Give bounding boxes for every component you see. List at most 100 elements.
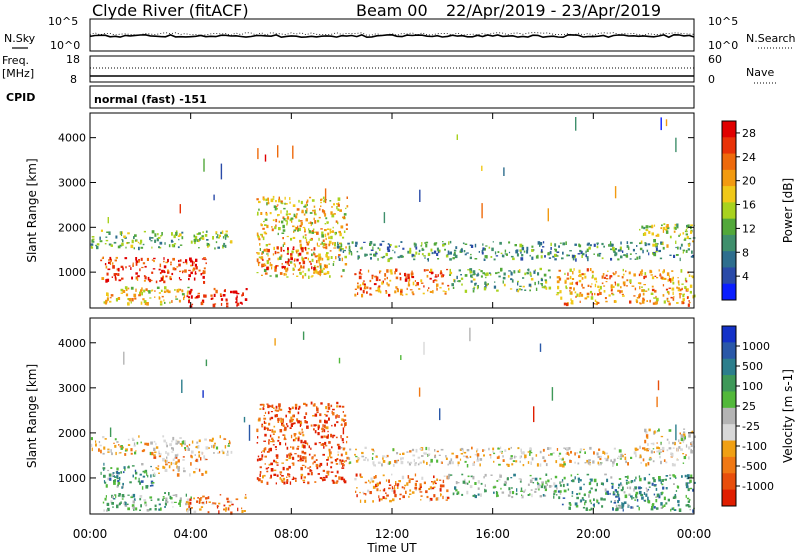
echo-cell	[280, 254, 283, 258]
echo-cell	[572, 257, 575, 261]
echo-region	[261, 246, 318, 271]
echo-cell	[217, 236, 220, 239]
echo-cell	[322, 453, 325, 456]
echo-cell	[141, 287, 143, 291]
echo-cell	[303, 265, 305, 269]
echo-cell	[579, 451, 582, 454]
echo-cell	[322, 242, 326, 246]
echo-cell	[172, 494, 175, 496]
echo-cell	[200, 273, 203, 276]
echo-cell	[598, 252, 602, 255]
echo-cell	[336, 480, 339, 483]
echo-cell	[171, 232, 173, 236]
colorbar-swatch	[722, 267, 736, 285]
echo-cell	[146, 257, 149, 261]
echo-cell	[372, 453, 374, 455]
echo-cell	[127, 507, 130, 511]
echo-cell	[91, 246, 94, 249]
echo-cell	[262, 475, 264, 479]
velocity-ylabel: Slant Range [km]	[25, 364, 39, 468]
echo-cell	[472, 270, 476, 274]
echo-cell	[618, 478, 622, 480]
echo-cell	[662, 505, 664, 508]
echo-cell	[641, 273, 643, 276]
echo-cell	[269, 417, 272, 421]
echo-cell	[266, 202, 268, 206]
echo-cell	[193, 238, 197, 243]
echo-cell	[535, 287, 538, 291]
echo-cell	[542, 246, 545, 248]
echo-cell	[520, 251, 522, 254]
echo-cell	[574, 452, 576, 456]
echo-cell	[639, 477, 642, 482]
echo-cell	[656, 431, 658, 433]
echo-cell	[572, 271, 574, 275]
echo-cell	[324, 441, 327, 445]
echo-cell	[688, 434, 691, 438]
echo-cell	[377, 461, 381, 464]
echo-cell	[174, 289, 176, 291]
echo-cell	[648, 230, 651, 234]
echo-cell	[421, 249, 425, 251]
echo-cell	[395, 481, 397, 485]
echo-cell	[293, 477, 296, 480]
nsearch-tick-bottom: 10^0	[708, 39, 738, 52]
echo-cell	[340, 453, 343, 457]
echo-cell	[160, 452, 162, 456]
echo-cell	[184, 269, 187, 273]
echo-cell	[520, 257, 524, 261]
echo-cell	[382, 457, 384, 460]
echo-cell	[379, 290, 382, 294]
echo-cell	[320, 269, 324, 273]
echo-cell	[569, 460, 572, 463]
echo-cell	[257, 436, 259, 439]
echo-cell	[655, 496, 657, 498]
echo-cell	[135, 260, 139, 264]
echo-cell	[318, 260, 320, 264]
echo-cell	[297, 411, 300, 415]
echo-cell	[236, 302, 240, 306]
echo-cell	[188, 507, 191, 511]
echo-streak	[547, 208, 549, 222]
echo-cell	[440, 270, 442, 274]
echo-cell	[153, 440, 156, 443]
echo-cell	[320, 435, 324, 439]
echo-cell	[688, 243, 690, 247]
echo-cell	[159, 280, 162, 282]
echo-cell	[224, 233, 228, 235]
echo-cell	[482, 249, 485, 251]
echo-cell	[624, 453, 626, 455]
echo-cell	[207, 243, 211, 247]
echo-cell	[337, 197, 341, 201]
echo-cell	[288, 475, 291, 478]
echo-cell	[343, 215, 345, 219]
echo-cell	[158, 268, 161, 271]
echo-cell	[570, 291, 573, 295]
echo-cell	[146, 509, 150, 512]
echo-cell	[596, 301, 600, 304]
echo-cell	[529, 452, 531, 456]
echo-cell	[279, 471, 283, 474]
echo-cell	[242, 292, 244, 296]
echo-cell	[307, 241, 310, 244]
echo-cell	[665, 461, 668, 464]
echo-cell	[151, 271, 154, 274]
echo-cell	[257, 478, 261, 482]
echo-cell	[286, 476, 288, 478]
echo-cell	[399, 453, 401, 455]
echo-streak	[675, 424, 677, 441]
echo-cell	[530, 461, 532, 465]
echo-cell	[278, 198, 281, 203]
echo-cell	[143, 289, 146, 293]
echo-cell	[119, 244, 123, 247]
echo-cell	[282, 419, 284, 423]
echo-cell	[167, 290, 171, 294]
echo-cell	[280, 246, 283, 251]
echo-cell	[651, 503, 655, 507]
echo-cell	[264, 218, 268, 221]
echo-cell	[411, 276, 415, 279]
echo-streak	[533, 406, 535, 423]
echo-cell	[463, 478, 466, 483]
echo-cell	[326, 254, 328, 258]
echo-cell	[151, 230, 155, 234]
